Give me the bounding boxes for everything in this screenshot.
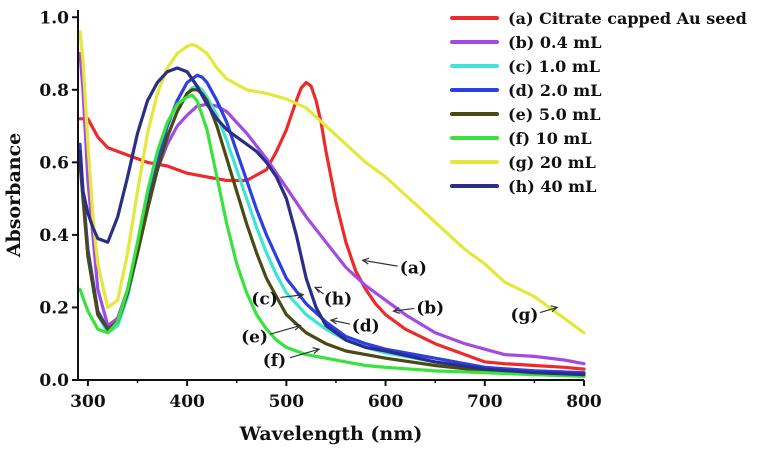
x-tick-label: 600 xyxy=(368,392,404,412)
y-tick-label: 0.6 xyxy=(39,153,69,173)
annotation-label-g: (g) xyxy=(510,306,538,326)
y-tick-label: 0.0 xyxy=(39,371,69,391)
annotation-arrow xyxy=(539,306,558,314)
y-tick-label: 0.2 xyxy=(39,298,69,318)
annotation-arrow xyxy=(289,348,320,359)
annotations: (a) (b) (c) (h)(d) (e) (f) (g) xyxy=(241,257,559,371)
annotation-label-c: (c) xyxy=(251,289,277,309)
series-line-h xyxy=(78,66,586,377)
x-tick-label: 300 xyxy=(70,392,106,412)
y-tick-label: 0.4 xyxy=(39,226,69,246)
annotation-arrow xyxy=(270,325,301,335)
ticks-layer: 300 400 500 600 700 800 0.0 0.2 0.4 0.6 0.8 1.0 xyxy=(39,8,601,412)
x-tick-label: 800 xyxy=(566,392,602,412)
x-tick-label: 500 xyxy=(269,392,305,412)
legend-label-g: (g) 20 mL xyxy=(508,153,596,172)
annotation-label-d: (d) xyxy=(352,317,380,337)
y-tick-label: 1.0 xyxy=(39,8,69,28)
annotation-label-b: (b) xyxy=(416,298,444,318)
legend-label-f: (f) 10 mL xyxy=(508,129,592,148)
axes xyxy=(77,10,584,381)
annotation-arrowhead xyxy=(361,257,370,265)
annotation-label-a: (a) xyxy=(400,259,427,279)
legend-label-e: (e) 5.0 mL xyxy=(508,105,600,124)
annotation-arrowhead xyxy=(296,291,305,299)
legend-label-c: (c) 1.0 mL xyxy=(508,57,600,76)
annotation-arrowhead xyxy=(313,286,322,294)
legend-label-b: (b) 0.4 mL xyxy=(508,33,601,52)
series-line-a xyxy=(78,80,586,371)
legend-label-d: (d) 2.0 mL xyxy=(508,81,601,100)
annotation-arrow xyxy=(330,319,351,325)
y-tick-label: 0.8 xyxy=(39,81,69,101)
series-layer xyxy=(78,30,586,378)
annotation-label-f: (f) xyxy=(263,351,286,371)
annotation-arrowhead xyxy=(329,317,338,325)
x-axis-title: Wavelength (nm) xyxy=(239,423,423,445)
series-line-g xyxy=(78,30,586,335)
legend: (a) Citrate capped Au seed (b) 0.4 mL (c) … xyxy=(450,9,747,196)
annotation-arrow xyxy=(393,307,415,312)
x-tick-label: 700 xyxy=(467,392,503,412)
annotation-arrowhead xyxy=(550,305,559,313)
legend-label-h: (h) 40 mL xyxy=(508,177,596,196)
annotation-arrowhead xyxy=(312,347,321,354)
annotation-label-h: (h) xyxy=(324,289,352,309)
x-tick-label: 400 xyxy=(169,392,205,412)
annotation-arrowhead xyxy=(392,306,400,315)
legend-label-a: (a) Citrate capped Au seed xyxy=(508,9,747,28)
annotation-arrow xyxy=(362,259,398,267)
y-axis-title: Absorbance xyxy=(3,133,25,258)
annotation-arrowhead xyxy=(293,323,302,331)
annotation-arrow xyxy=(280,294,304,299)
annotation-label-e: (e) xyxy=(241,327,268,347)
series-line-f xyxy=(78,93,586,378)
